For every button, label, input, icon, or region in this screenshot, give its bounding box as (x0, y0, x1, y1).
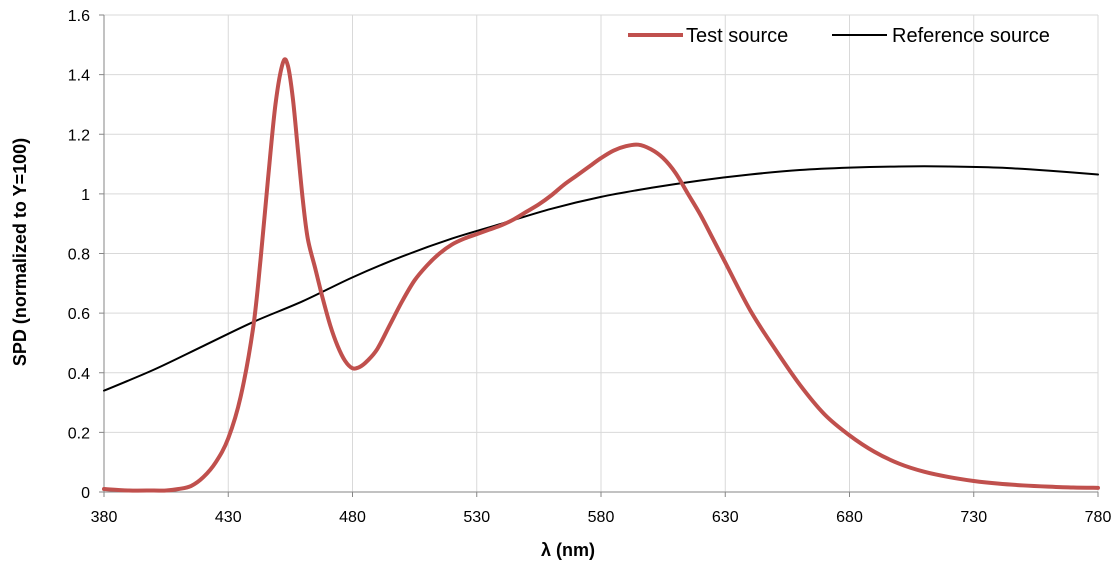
x-axis-title: λ (nm) (541, 540, 595, 560)
legend-label-test-source: Test source (686, 25, 788, 47)
y-tick-label: 0.4 (68, 366, 90, 383)
x-tick-label: 430 (215, 509, 242, 526)
x-tick-label: 530 (463, 509, 490, 526)
legend: Test source Reference source (628, 25, 1050, 47)
x-tick-label: 680 (836, 509, 863, 526)
x-tick-label: 580 (588, 509, 615, 526)
y-tick-label: 0.2 (68, 425, 90, 442)
x-tick-label: 730 (960, 509, 987, 526)
series-line-reference-source (103, 165, 1099, 392)
x-tick-label: 630 (712, 509, 739, 526)
y-axis-title: SPD (normalized to Y=100) (10, 138, 30, 366)
y-tick-label: 1.6 (68, 8, 90, 25)
y-tick-label: 1.4 (68, 68, 90, 85)
x-tick-label: 480 (339, 509, 366, 526)
series-line-test-source (102, 57, 1100, 493)
x-tick-label: 380 (91, 509, 118, 526)
y-tick-label: 1.2 (68, 127, 90, 144)
data-series (102, 57, 1100, 493)
legend-label-reference-source: Reference source (892, 25, 1050, 47)
axes (99, 14, 1099, 497)
y-tick-label: 0 (81, 485, 90, 502)
y-tick-label: 1 (81, 187, 90, 204)
y-tick-label: 0.6 (68, 306, 90, 323)
x-tick-label: 780 (1085, 509, 1112, 526)
grid-lines (103, 14, 1099, 492)
y-tick-label: 0.8 (68, 247, 90, 264)
tick-labels: 380 430 480 530 580 630 680 730 780 0 0.2 0.4 0.6 0.8… (68, 8, 1112, 526)
